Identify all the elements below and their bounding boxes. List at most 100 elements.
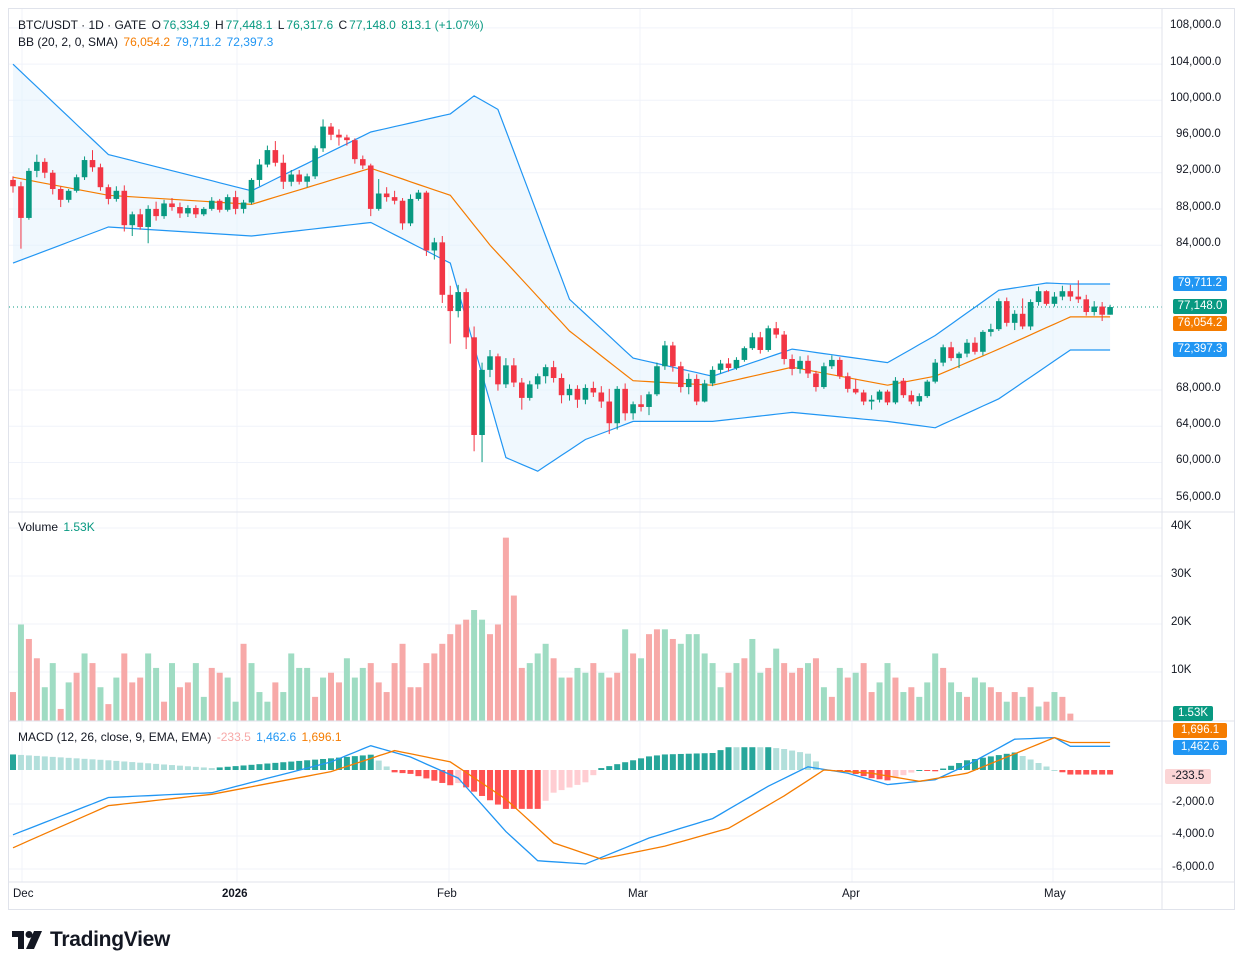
volume-bar — [359, 667, 366, 721]
candle-body — [383, 193, 390, 198]
tradingview-logo[interactable]: TradingView — [12, 926, 170, 954]
volume-bar — [582, 672, 589, 721]
candle-body — [948, 347, 954, 359]
macd-hist-bar — [932, 770, 939, 772]
macd-hist-bar — [494, 770, 501, 805]
candle-body — [844, 376, 851, 389]
volume-bar — [184, 682, 191, 721]
candle-body — [598, 392, 605, 402]
close-price-badge: 77,148.0 — [1173, 299, 1227, 314]
candle-body — [1091, 306, 1097, 312]
macd-hist-bar — [328, 758, 334, 770]
macd-hist-bar — [812, 761, 819, 770]
volume-bar — [312, 696, 319, 721]
macd-hist-bar — [343, 756, 350, 770]
volume-bar — [566, 677, 573, 721]
volume-bar — [208, 667, 215, 721]
macd-hist-bar — [502, 770, 509, 809]
candle-body — [964, 342, 970, 354]
volume-bar — [916, 696, 923, 721]
candle-body — [304, 176, 310, 182]
candle-body — [916, 396, 923, 402]
low-value: 76,317.6 — [286, 18, 334, 32]
macd-legend[interactable]: MACD (12, 26, close, 9, EMA, EMA) -233.5… — [18, 729, 344, 745]
macd-hist-bar — [510, 770, 517, 809]
macd-hist-bar — [97, 759, 104, 770]
macd-hist-bar — [169, 765, 175, 770]
volume-bar — [987, 687, 994, 721]
candle-body — [725, 363, 732, 369]
candle-body — [344, 137, 350, 141]
volume-bar — [789, 672, 796, 721]
macd-hist-bar — [487, 770, 493, 801]
macd-hist-bar — [916, 770, 923, 771]
time-tick: May — [1044, 888, 1066, 900]
macd-hist-bar — [526, 770, 533, 809]
volume-bar — [717, 687, 724, 721]
candle-body — [614, 388, 620, 424]
price-tick: 96,000.0 — [1176, 128, 1221, 140]
volume-bar — [264, 701, 271, 721]
candle-body — [288, 174, 295, 182]
candle-body — [224, 197, 231, 210]
volume-bar — [685, 634, 692, 721]
candle-body — [177, 207, 183, 214]
macd-hist-bar — [335, 757, 342, 770]
volume-bar — [33, 658, 40, 721]
time-tick: Mar — [628, 888, 648, 900]
bb-lower-badge: 72,397.3 — [1173, 342, 1227, 357]
time-tick: Dec — [13, 888, 34, 900]
macd-badge: 1,462.6 — [1173, 740, 1227, 755]
macd-hist-bar — [638, 758, 645, 770]
volume-bar — [820, 687, 827, 721]
price-tick: 84,000.0 — [1176, 237, 1221, 249]
candle-body — [837, 359, 843, 377]
candle-body — [503, 365, 509, 385]
macd-hist-bar — [73, 758, 80, 770]
volume-bar — [383, 692, 390, 721]
macd-hist-bar — [534, 770, 541, 809]
volume-bar — [558, 677, 565, 721]
macd-value: 1,462.6 — [256, 730, 297, 744]
volume-legend[interactable]: Volume 1.53K — [18, 519, 97, 535]
volume-bar — [741, 658, 748, 721]
bb-legend[interactable]: BB (20, 2, 0, SMA) 76,054.2 79,711.2 72,… — [18, 34, 275, 50]
volume-bar — [463, 619, 470, 721]
candle-body — [781, 334, 787, 360]
macd-signal-value: 1,696.1 — [301, 730, 342, 744]
time-tick: 2026 — [222, 888, 248, 900]
macd-hist-bar — [33, 755, 40, 770]
candle-body — [1003, 301, 1010, 323]
volume-bar — [351, 677, 358, 721]
macd-hist-bar — [797, 752, 804, 770]
volume-bar — [574, 667, 581, 721]
macd-signal-line — [12, 736, 1111, 860]
macd-hist-bar — [765, 747, 772, 770]
macd-hist-value: -233.5 — [216, 730, 251, 744]
price-tick: 64,000.0 — [1176, 418, 1221, 430]
macd-hist-bar — [725, 747, 732, 770]
candle-body — [121, 190, 128, 226]
candle-body — [42, 161, 48, 173]
macd-hist-bar — [288, 761, 295, 770]
macd-tick: -2,000.0 — [1172, 796, 1215, 808]
volume-bar — [884, 663, 891, 721]
price-tick: 88,000.0 — [1176, 201, 1221, 213]
candle-body — [336, 134, 342, 138]
candle-body — [312, 148, 318, 177]
candle-body — [821, 366, 827, 388]
macd-hist-bar — [264, 763, 271, 770]
candle-body — [996, 301, 1002, 330]
macd-hist-bar — [383, 766, 390, 770]
candle-body — [574, 388, 581, 400]
candle-body — [701, 383, 708, 402]
candle-body — [10, 179, 16, 187]
change-value: 813.1 (+1.07%) — [401, 18, 484, 32]
candle-body — [256, 164, 263, 180]
volume-bar — [638, 658, 645, 721]
macd-hist-bar — [415, 770, 422, 777]
candle-body — [972, 342, 978, 352]
candle-body — [391, 197, 398, 201]
volume-bar — [1035, 706, 1042, 721]
